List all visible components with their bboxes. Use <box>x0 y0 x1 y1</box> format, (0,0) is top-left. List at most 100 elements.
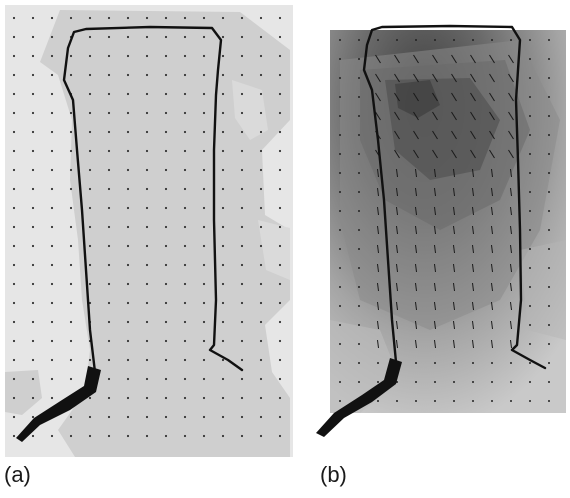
grid-dot <box>69 301 73 305</box>
vector-tick <box>508 130 514 140</box>
grid-dot <box>69 415 73 419</box>
grid-dot <box>88 415 92 419</box>
vector-tick <box>472 168 474 178</box>
grid-dot <box>240 73 244 77</box>
grid-dot <box>31 35 35 39</box>
vector-tick <box>489 111 495 121</box>
grid-dot <box>278 206 282 210</box>
panel-b-vector-marks <box>339 39 550 402</box>
vector-tick <box>453 320 455 330</box>
grid-dot <box>12 434 16 438</box>
grid-dot <box>491 381 493 383</box>
grid-dot <box>259 73 263 77</box>
grid-dot <box>358 362 360 364</box>
vector-tick <box>396 339 398 349</box>
grid-dot <box>145 320 149 324</box>
vector-tick <box>377 282 379 292</box>
vector-tick <box>375 92 381 102</box>
vector-tick <box>434 168 436 178</box>
grid-dot <box>548 77 550 79</box>
grid-dot <box>278 149 282 153</box>
grid-dot <box>12 16 16 20</box>
grid-dot <box>183 168 187 172</box>
grid-dot <box>202 149 206 153</box>
grid-dot <box>339 362 341 364</box>
vector-tick <box>396 187 398 197</box>
grid-dot <box>183 396 187 400</box>
grid-dot <box>88 130 92 134</box>
grid-dot <box>259 320 263 324</box>
grid-dot <box>221 434 225 438</box>
grid-dot <box>145 54 149 58</box>
grid-dot <box>50 339 54 343</box>
vector-tick <box>377 225 379 235</box>
vector-tick <box>434 244 436 254</box>
grid-dot <box>529 305 531 307</box>
grid-dot <box>126 339 130 343</box>
grid-dot <box>88 301 92 305</box>
grid-dot <box>339 58 341 60</box>
grid-dot <box>50 320 54 324</box>
grid-dot <box>202 187 206 191</box>
grid-dot <box>278 54 282 58</box>
grid-dot <box>259 358 263 362</box>
grid-dot <box>339 172 341 174</box>
grid-dot <box>164 16 168 20</box>
grid-dot <box>183 187 187 191</box>
vector-tick <box>434 225 436 235</box>
grid-dot <box>453 400 455 402</box>
grid-dot <box>50 206 54 210</box>
grid-dot <box>50 396 54 400</box>
grid-dot <box>529 267 531 269</box>
grid-dot <box>434 400 436 402</box>
grid-dot <box>529 381 531 383</box>
grid-dot <box>69 225 73 229</box>
grid-dot <box>529 362 531 364</box>
grid-dot <box>358 58 360 60</box>
grid-dot <box>278 130 282 134</box>
grid-dot <box>339 153 341 155</box>
grid-dot <box>202 415 206 419</box>
grid-dot <box>529 39 531 41</box>
grid-dot <box>339 77 341 79</box>
grid-dot <box>107 244 111 248</box>
vector-tick <box>510 168 512 178</box>
grid-dot <box>278 168 282 172</box>
grid-dot <box>339 115 341 117</box>
grid-dot <box>202 282 206 286</box>
grid-dot <box>69 149 73 153</box>
grid-dot <box>202 206 206 210</box>
grid-dot <box>107 168 111 172</box>
grid-dot <box>339 400 341 402</box>
grid-dot <box>164 73 168 77</box>
grid-dot <box>12 92 16 96</box>
grid-dot <box>221 263 225 267</box>
grid-dot <box>31 415 35 419</box>
grid-dot <box>259 35 263 39</box>
grid-dot <box>12 377 16 381</box>
grid-dot <box>107 187 111 191</box>
grid-dot <box>145 396 149 400</box>
vector-tick <box>489 73 495 83</box>
vector-tick <box>377 206 379 216</box>
grid-dot <box>202 434 206 438</box>
grid-dot <box>126 225 130 229</box>
vector-tick <box>413 54 419 64</box>
grid-dot <box>358 267 360 269</box>
grid-dot <box>12 130 16 134</box>
grid-dot <box>221 244 225 248</box>
grid-dot <box>529 400 531 402</box>
panel-a-contour-patch <box>232 80 268 140</box>
vector-tick <box>451 54 457 64</box>
grid-dot <box>259 92 263 96</box>
grid-dot <box>259 396 263 400</box>
grid-dot <box>259 149 263 153</box>
grid-dot <box>31 130 35 134</box>
grid-dot <box>358 77 360 79</box>
grid-dot <box>69 130 73 134</box>
grid-dot <box>12 358 16 362</box>
vector-tick <box>396 320 398 330</box>
grid-dot <box>88 396 92 400</box>
grid-dot <box>240 282 244 286</box>
grid-dot <box>164 130 168 134</box>
